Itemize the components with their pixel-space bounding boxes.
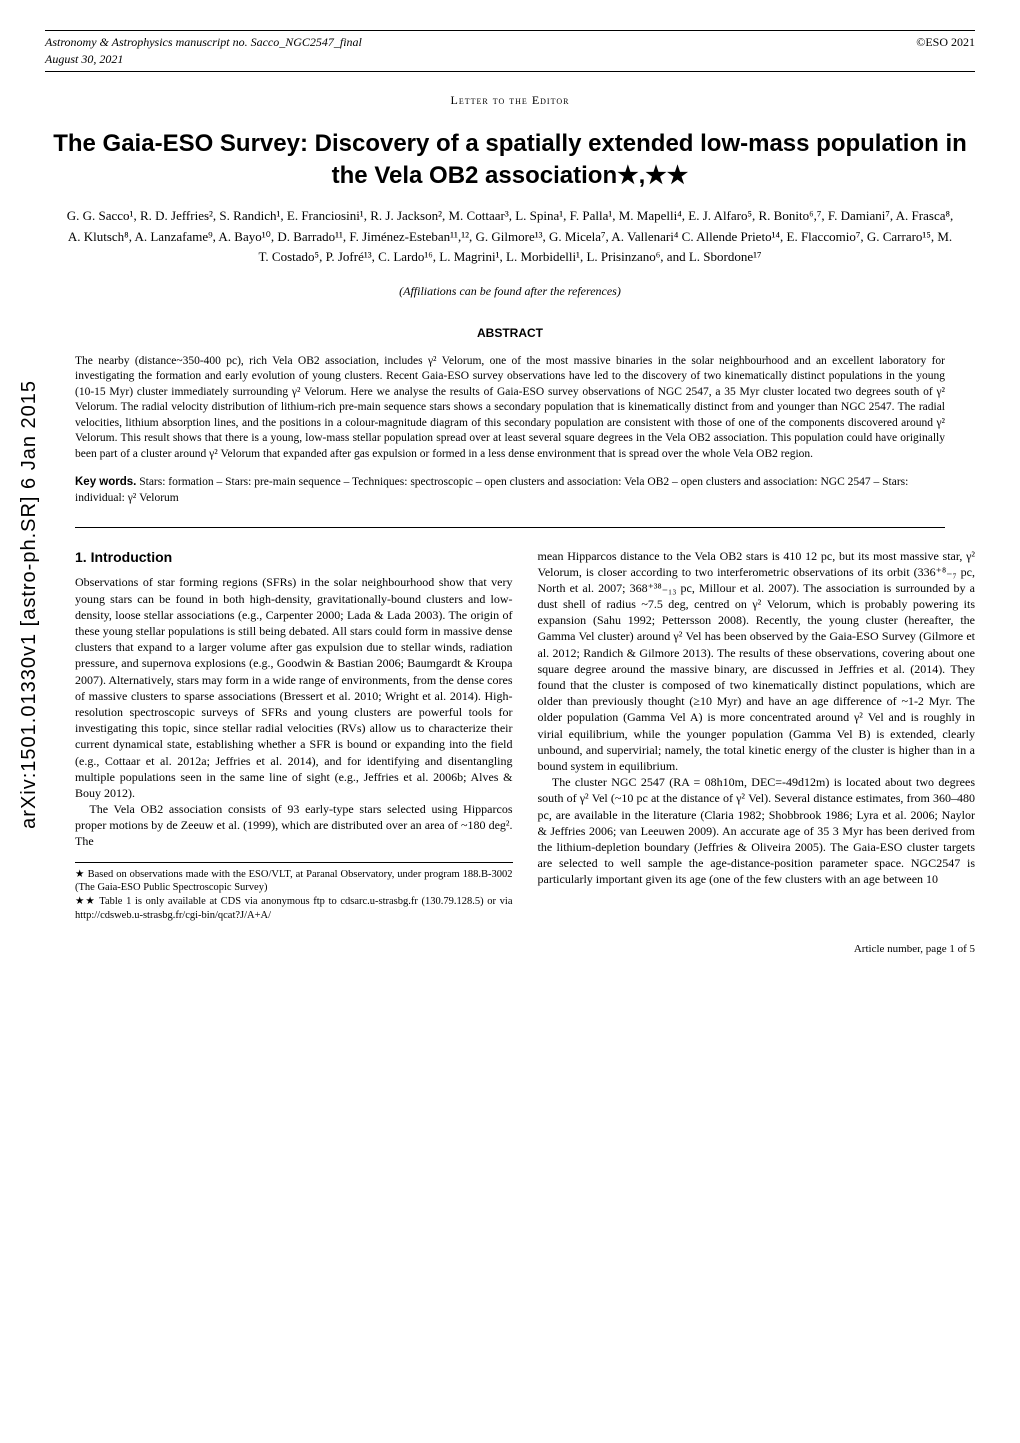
section-1-para-1: Observations of star forming regions (SF… (75, 574, 513, 801)
keywords-text: Stars: formation – Stars: pre-main seque… (75, 476, 908, 504)
journal-name: Astronomy & Astrophysics (45, 35, 173, 49)
footnotes-block: ★ Based on observations made with the ES… (75, 862, 513, 923)
left-column: 1. Introduction Observations of star for… (75, 548, 513, 923)
page-footer: Article number, page 1 of 5 (45, 942, 975, 957)
abstract-text: The nearby (distance~350-400 pc), rich V… (45, 354, 975, 463)
divider-line (75, 527, 945, 528)
keywords-label: Key words. (75, 476, 136, 488)
section-1-para-4: The cluster NGC 2547 (RA = 08h10m, DEC=-… (538, 774, 976, 887)
header-left: Astronomy & Astrophysics manuscript no. … (45, 34, 362, 68)
keywords-block: Key words. Stars: formation – Stars: pre… (45, 474, 975, 506)
header-copyright: ©ESO 2021 (916, 34, 975, 68)
section-1-title: 1. Introduction (75, 548, 513, 567)
footnote-2: ★★ Table 1 is only available at CDS via … (75, 895, 513, 922)
manuscript-number: manuscript no. Sacco_NGC2547_final (176, 35, 362, 49)
section-1-para-2: The Vela OB2 association consists of 93 … (75, 801, 513, 850)
authors-list: G. G. Sacco¹, R. D. Jeffries², S. Randic… (45, 206, 975, 268)
header-date: August 30, 2021 (45, 52, 123, 66)
abstract-header: ABSTRACT (45, 325, 975, 342)
two-column-layout: 1. Introduction Observations of star for… (45, 548, 975, 923)
section-1-para-3: mean Hipparcos distance to the Vela OB2 … (538, 548, 976, 775)
page-container: arXiv:1501.01330v1 [astro-ph.SR] 6 Jan 2… (0, 0, 1020, 988)
right-column: mean Hipparcos distance to the Vela OB2 … (538, 548, 976, 923)
affiliations-note: (Affiliations can be found after the ref… (45, 283, 975, 300)
header-bar: Astronomy & Astrophysics manuscript no. … (45, 30, 975, 72)
footnote-1: ★ Based on observations made with the ES… (75, 868, 513, 895)
letter-label: Letter to the Editor (45, 92, 975, 109)
paper-title: The Gaia-ESO Survey: Discovery of a spat… (45, 128, 975, 190)
arxiv-identifier: arXiv:1501.01330v1 [astro-ph.SR] 6 Jan 2… (15, 380, 43, 829)
